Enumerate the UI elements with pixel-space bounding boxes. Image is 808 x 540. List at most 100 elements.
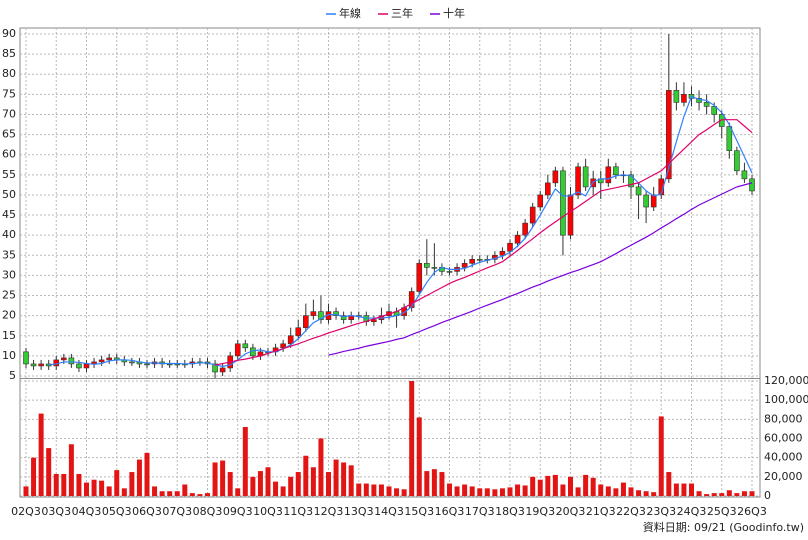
ma-line bbox=[48, 95, 753, 367]
volume-bar bbox=[545, 475, 551, 496]
ma-line bbox=[214, 119, 753, 366]
volume-bar bbox=[537, 479, 543, 496]
volume-bar bbox=[620, 482, 626, 496]
volume-bar bbox=[386, 486, 392, 496]
x-tick-label: 04Q3 bbox=[72, 505, 102, 518]
candle-body bbox=[499, 250, 506, 256]
y-tick-label: 15 bbox=[2, 329, 16, 342]
volume-bar bbox=[363, 483, 369, 496]
volume-bar bbox=[552, 474, 558, 496]
y2-tick-label: 120,000 bbox=[764, 374, 808, 387]
y-tick-label: 20 bbox=[2, 309, 16, 322]
candle-body bbox=[76, 363, 82, 369]
y-tick-label: 75 bbox=[2, 87, 16, 100]
volume-bar bbox=[129, 472, 135, 496]
candle-body bbox=[741, 170, 748, 180]
volume-bar bbox=[121, 488, 127, 496]
candle-body bbox=[287, 335, 294, 345]
volume-bar bbox=[106, 486, 112, 496]
x-tick-label: 08Q3 bbox=[193, 505, 223, 518]
candle-body bbox=[310, 311, 317, 316]
candle-body bbox=[106, 357, 112, 361]
volume-bar bbox=[288, 476, 294, 496]
volume-bar bbox=[326, 472, 331, 496]
volume-bar bbox=[636, 490, 642, 496]
candle-body bbox=[144, 363, 150, 366]
volume-bar bbox=[114, 470, 120, 496]
candle-body bbox=[643, 194, 649, 208]
candle-body bbox=[129, 361, 135, 364]
volume-bar bbox=[704, 494, 710, 496]
candle-body bbox=[560, 170, 566, 236]
candle-body bbox=[537, 194, 544, 208]
volume-bar bbox=[492, 489, 498, 496]
volume-bar bbox=[477, 488, 483, 496]
volume-bar bbox=[439, 472, 445, 496]
volume-bar bbox=[318, 438, 324, 496]
y2-tick-label: 60,000 bbox=[764, 432, 803, 445]
volume-bar bbox=[658, 416, 664, 496]
y2-tick-label: 20,000 bbox=[764, 470, 803, 483]
volume-bar bbox=[499, 488, 505, 496]
x-tick-label: 02Q3 bbox=[11, 505, 41, 518]
y-tick-label: 35 bbox=[2, 248, 16, 261]
x-tick-label: 11Q3 bbox=[283, 505, 313, 518]
candle-body bbox=[333, 311, 339, 316]
volume-bar bbox=[265, 467, 271, 496]
volume-bar bbox=[469, 486, 475, 496]
y-tick-label: 10 bbox=[2, 349, 16, 362]
x-tick-label: 19Q3 bbox=[525, 505, 555, 518]
candle-body bbox=[749, 178, 755, 192]
x-tick-label: 26Q3 bbox=[737, 505, 767, 518]
volume-bar bbox=[280, 486, 286, 496]
volume-bar bbox=[484, 488, 490, 496]
volume-bar bbox=[454, 486, 460, 496]
candle-body bbox=[424, 263, 430, 268]
volume-bar bbox=[666, 472, 672, 496]
x-tick-label: 10Q3 bbox=[253, 505, 283, 518]
candle-body bbox=[718, 114, 725, 127]
volume-bar bbox=[522, 485, 528, 496]
candle-body bbox=[628, 174, 634, 188]
volume-bar bbox=[23, 486, 29, 496]
y-tick-label: 55 bbox=[2, 168, 16, 181]
y-tick-label: 45 bbox=[2, 208, 16, 221]
volume-bar bbox=[136, 459, 142, 496]
volume-bar bbox=[696, 491, 702, 496]
volume-bar bbox=[598, 484, 604, 496]
volume-bar bbox=[38, 413, 44, 496]
volume-bar bbox=[174, 491, 180, 496]
candle-body bbox=[681, 94, 687, 103]
y-tick-label: 70 bbox=[2, 107, 16, 120]
x-tick-label: 18Q3 bbox=[495, 505, 525, 518]
candle-body bbox=[234, 343, 241, 357]
candle-body bbox=[212, 363, 218, 373]
volume-bar bbox=[220, 460, 226, 496]
volume-bar bbox=[371, 484, 377, 496]
volume-bar bbox=[303, 455, 309, 496]
volume-bar bbox=[84, 482, 89, 496]
volume-bar bbox=[424, 471, 430, 496]
candle-body bbox=[522, 222, 528, 236]
y-tick-label: 65 bbox=[2, 128, 16, 141]
volume-bar bbox=[447, 483, 452, 496]
candle-body bbox=[552, 170, 559, 184]
volume-bar bbox=[68, 444, 74, 496]
volume-bar bbox=[205, 493, 210, 496]
candle-body bbox=[514, 234, 521, 244]
volume-bar bbox=[295, 472, 301, 496]
volume-bar bbox=[46, 448, 52, 496]
volume-bar bbox=[530, 476, 536, 496]
candle-body bbox=[38, 363, 44, 367]
candle-body bbox=[507, 242, 513, 252]
candle-body bbox=[431, 267, 438, 269]
candle-body bbox=[696, 98, 702, 103]
candle-body bbox=[408, 291, 415, 308]
x-tick-label: 22Q3 bbox=[616, 505, 646, 518]
volume-bar bbox=[590, 477, 596, 496]
candle-body bbox=[734, 150, 740, 172]
x-tick-label: 21Q3 bbox=[586, 505, 616, 518]
volume-bar bbox=[613, 488, 619, 496]
volume-bar bbox=[628, 487, 634, 496]
volume-bar bbox=[681, 483, 687, 496]
